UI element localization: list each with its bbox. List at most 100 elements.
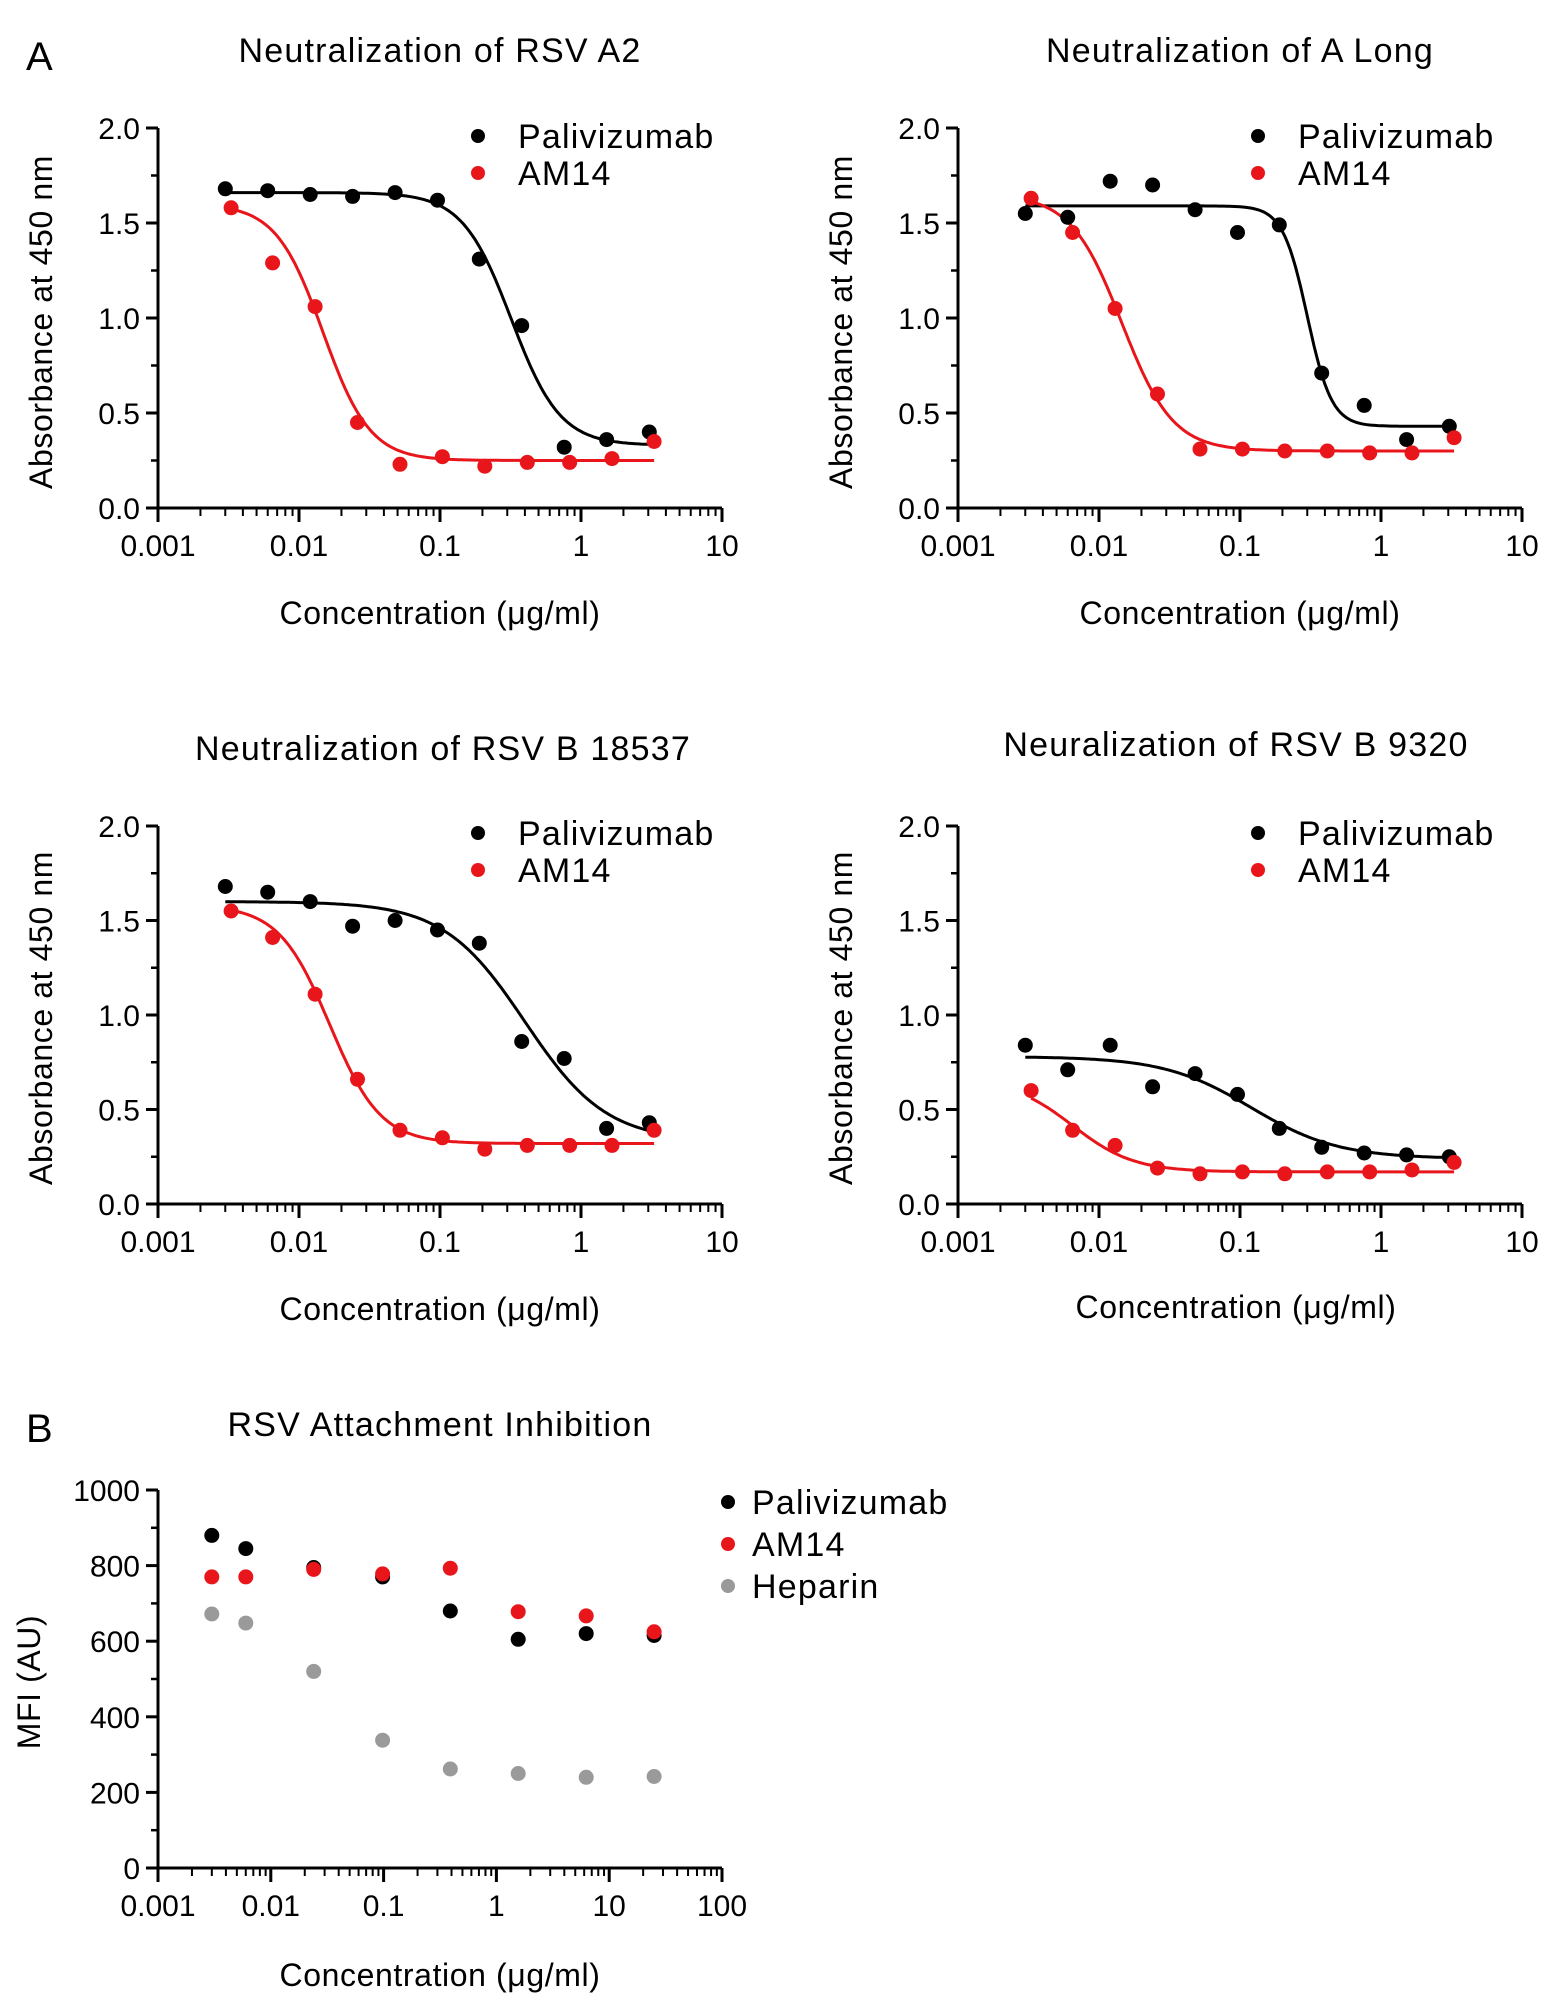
y-tick-label: 0.0 <box>98 1189 140 1222</box>
legend: Palivizumab AM14 <box>1251 815 1495 890</box>
legend-marker-am14 <box>1251 863 1265 877</box>
data-point-am14 <box>223 903 239 919</box>
legend-label-palivizumab: Palivizumab <box>518 118 715 156</box>
legend-marker-palivizumab <box>471 826 485 840</box>
y-tick-label: 1.5 <box>898 208 940 241</box>
data-point-am14 <box>604 1137 620 1153</box>
data-points <box>1017 173 1462 461</box>
data-point-palivizumab <box>238 1541 254 1557</box>
data-point-palivizumab <box>302 894 318 910</box>
x-tick-label: 0.01 <box>270 530 328 563</box>
axes: 0.0 0.5 1.0 1.5 2.0 0.001 0.01 0.1 1 10 <box>98 811 738 1259</box>
data-point-am14 <box>375 1566 391 1582</box>
x-tick-label: 0.1 <box>419 530 461 563</box>
data-point-palivizumab <box>1399 432 1415 448</box>
panel-letter-b: B <box>26 1407 53 1451</box>
data-point-am14 <box>238 1569 254 1585</box>
y-tick-label: 0.0 <box>898 1189 940 1222</box>
data-point-am14 <box>265 255 281 271</box>
legend-label-am14: AM14 <box>518 852 612 890</box>
chart-b-9320: Neuralization of RSV B 9320 0.0 0.5 1.0 1.5… <box>823 726 1539 1325</box>
data-point-am14 <box>1023 190 1039 206</box>
x-tick-label: 10 <box>1505 1226 1538 1259</box>
legend-marker-palivizumab <box>1251 826 1265 840</box>
data-point-palivizumab <box>1271 217 1287 233</box>
legend-marker-am14 <box>471 863 485 877</box>
x-tick-label: 0.01 <box>242 1890 300 1923</box>
x-tick-label: 0.001 <box>120 1890 195 1923</box>
data-point-am14 <box>1150 386 1165 402</box>
y-tick-label: 0 <box>123 1853 140 1886</box>
data-point-am14 <box>350 415 365 430</box>
data-point-heparin <box>442 1761 458 1777</box>
data-point-am14 <box>562 454 578 470</box>
data-point-am14 <box>1065 225 1081 240</box>
data-point-am14 <box>578 1608 594 1624</box>
x-tick-label: 0.001 <box>920 1226 995 1259</box>
data-point-am14 <box>1404 1162 1420 1178</box>
data-point-am14 <box>204 1569 220 1585</box>
data-point-palivizumab <box>1271 1120 1287 1136</box>
data-point-heparin <box>646 1769 662 1784</box>
chart-a2: Neutralization of RSV A2 0.0 0.5 1.0 1.5 2.0… <box>23 32 739 631</box>
data-point-heparin <box>238 1615 254 1631</box>
chart-title: Neutralization of RSV B 18537 <box>195 730 691 768</box>
x-tick-label: 10 <box>705 530 738 563</box>
x-axis-label: Concentration (μg/ml) <box>1076 1289 1397 1325</box>
data-point-am14 <box>510 1604 526 1620</box>
data-point-palivizumab <box>514 318 530 334</box>
x-tick-label: 10 <box>1505 530 1538 563</box>
data-point-palivizumab <box>1187 202 1203 218</box>
y-tick-label: 400 <box>90 1702 140 1735</box>
data-point-am14 <box>434 449 450 465</box>
fit-curve-palivizumab <box>1025 204 1450 428</box>
x-tick-label: 1 <box>1373 530 1390 563</box>
y-tick-label: 1000 <box>73 1475 140 1508</box>
data-point-am14 <box>604 451 620 467</box>
data-point-palivizumab <box>387 913 403 928</box>
y-tick-label: 800 <box>90 1551 140 1584</box>
axes: 0.0 0.5 1.0 1.5 2.0 0.001 0.01 0.1 1 10 <box>98 113 738 563</box>
data-point-am14 <box>562 1137 578 1153</box>
chart-b-18537: Neutralization of RSV B 18537 0.0 0.5 1.0 1… <box>23 730 739 1327</box>
legend-marker-palivizumab <box>471 129 485 143</box>
data-point-am14 <box>477 1141 493 1157</box>
y-tick-label: 1.0 <box>898 1000 940 1033</box>
panel-letter-a: A <box>26 35 53 79</box>
axes: 0.0 0.5 1.0 1.5 2.0 0.001 0.01 0.1 1 10 <box>898 811 1538 1259</box>
legend-label-am14: AM14 <box>1298 155 1392 193</box>
legend: Palivizumab AM14 Heparin <box>721 1484 947 1606</box>
x-tick-label: 0.01 <box>1070 1226 1128 1259</box>
y-tick-label: 0.5 <box>98 398 140 431</box>
data-point-am14 <box>646 434 662 449</box>
legend-label-palivizumab: Palivizumab <box>1298 815 1495 853</box>
data-point-palivizumab <box>1102 1037 1118 1053</box>
data-point-am14 <box>1023 1083 1039 1099</box>
data-point-palivizumab <box>345 188 361 204</box>
y-tick-label: 1.5 <box>98 208 140 241</box>
data-point-palivizumab <box>510 1631 526 1647</box>
chart-title: Neuralization of RSV B 9320 <box>1003 726 1468 764</box>
data-point-am14 <box>646 1122 662 1138</box>
data-points <box>217 181 662 474</box>
x-tick-label: 1 <box>573 530 590 563</box>
data-point-heparin <box>306 1663 322 1679</box>
y-tick-label: 2.0 <box>98 113 140 146</box>
data-point-palivizumab <box>1314 365 1330 381</box>
x-tick-label: 0.1 <box>1219 1226 1261 1259</box>
data-point-palivizumab <box>1102 173 1118 189</box>
data-point-palivizumab <box>442 1603 458 1619</box>
data-point-am14 <box>1192 441 1208 457</box>
data-point-am14 <box>1404 445 1420 461</box>
x-tick-label: 0.1 <box>363 1890 405 1923</box>
x-tick-label: 0.01 <box>1070 530 1128 563</box>
y-tick-label: 1.5 <box>898 906 940 939</box>
y-axis-label: Absorbance at 450 nm <box>23 851 59 1185</box>
data-point-am14 <box>392 1122 408 1138</box>
fit-curves <box>225 191 655 462</box>
y-tick-label: 600 <box>90 1626 140 1659</box>
data-points <box>1017 1037 1462 1182</box>
chart-title: Neutralization of A Long <box>1046 32 1434 70</box>
legend-marker-am14 <box>721 1537 735 1551</box>
data-points <box>217 879 662 1157</box>
